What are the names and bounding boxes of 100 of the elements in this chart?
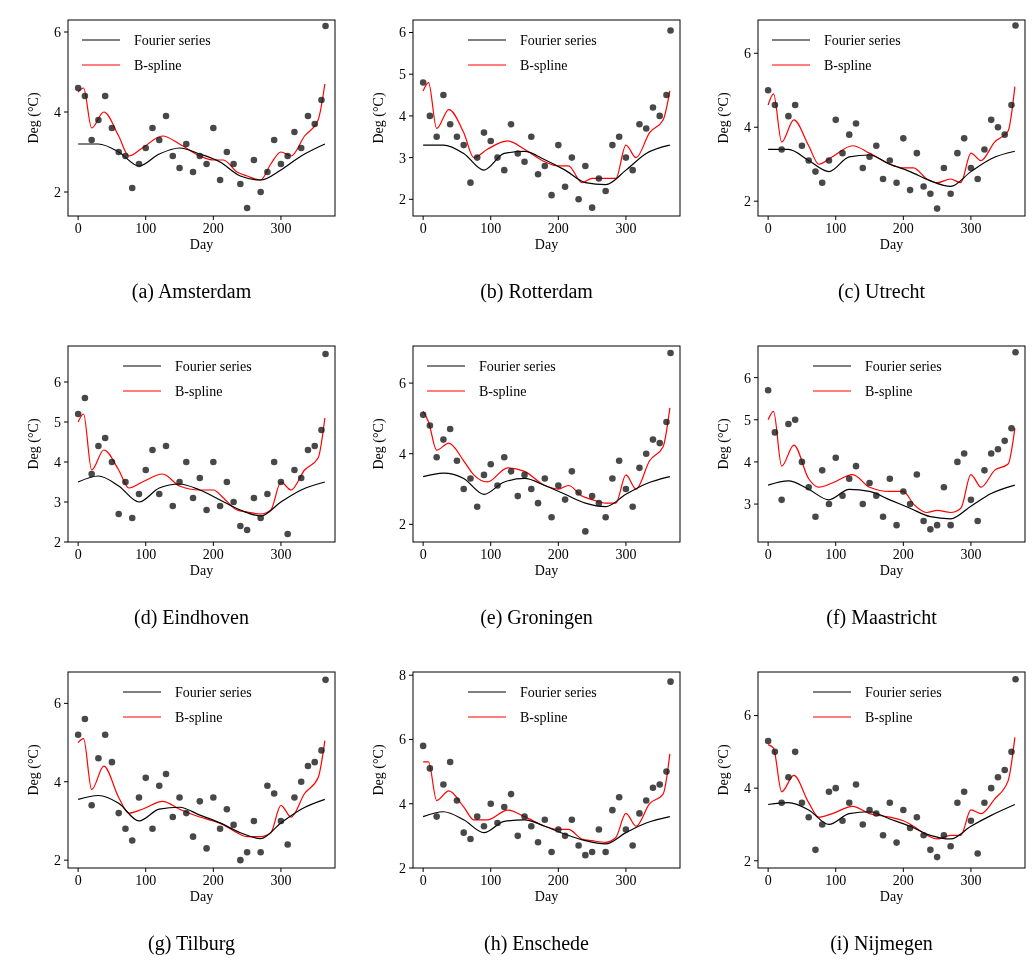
point [879, 513, 887, 520]
point [250, 817, 258, 825]
point [866, 153, 873, 161]
x-tick-label: 300 [615, 873, 637, 888]
legend-label: Fourier series [175, 358, 252, 374]
x-tick-label: 0 [419, 873, 427, 888]
point [839, 492, 846, 499]
point [534, 499, 542, 507]
point [927, 526, 934, 533]
x-tick-label: 0 [764, 873, 772, 888]
point [230, 821, 237, 829]
text: (a) Amsterdam [131, 280, 252, 303]
point [609, 806, 616, 814]
point [95, 754, 102, 762]
point [852, 120, 860, 127]
point [954, 799, 961, 806]
point [960, 450, 968, 457]
legend-label: B-spline [479, 383, 527, 399]
point [311, 442, 319, 450]
line-series [422, 753, 671, 843]
point [210, 124, 217, 132]
point [257, 188, 264, 196]
point [149, 825, 156, 833]
point [987, 116, 995, 124]
x-axis-title: Day [879, 237, 904, 252]
point [473, 503, 481, 510]
point [210, 794, 217, 801]
point [500, 166, 508, 174]
legend-label: B-spline [134, 57, 182, 73]
point [128, 514, 136, 522]
point [778, 799, 785, 806]
point [169, 502, 177, 510]
point [933, 205, 941, 212]
y-axis-title: Deg (°C) [371, 418, 387, 470]
x-axis-title: Day [534, 563, 559, 578]
point [622, 154, 630, 161]
line-series [77, 794, 326, 840]
legend-label: B-spline [865, 709, 913, 725]
point [534, 171, 542, 178]
point [541, 162, 549, 170]
point [494, 819, 501, 827]
point [223, 148, 231, 156]
point [967, 164, 975, 172]
x-tick-label: 300 [960, 221, 982, 236]
point [818, 467, 826, 474]
point [555, 141, 562, 149]
line-series [422, 472, 671, 508]
point [981, 146, 988, 153]
point [210, 458, 217, 466]
point [304, 762, 312, 770]
point [270, 136, 278, 144]
point [183, 140, 190, 148]
point [764, 386, 772, 394]
point [805, 813, 812, 821]
point [216, 502, 224, 510]
point [135, 794, 143, 801]
point [95, 116, 102, 124]
point [622, 826, 630, 833]
y-tick-label: 4 [54, 104, 61, 120]
point [595, 175, 603, 182]
legend-label: Fourier series [865, 358, 942, 374]
point [656, 781, 664, 788]
point [548, 191, 555, 199]
legend-label: Fourier series [134, 32, 211, 48]
point [764, 737, 772, 745]
point [974, 517, 981, 525]
point [825, 157, 833, 164]
point [284, 152, 291, 160]
point [940, 483, 948, 491]
point [460, 829, 467, 836]
point [954, 149, 961, 157]
x-tick-label: 100 [825, 873, 847, 888]
x-tick-label: 100 [135, 221, 157, 236]
point [507, 468, 515, 475]
x-tick-label: 200 [547, 547, 569, 562]
point [940, 164, 948, 172]
point [967, 496, 975, 504]
point [122, 478, 129, 486]
point [771, 429, 779, 436]
point [845, 799, 853, 806]
point [257, 514, 264, 522]
y-tick-label: 5 [54, 414, 61, 430]
point [649, 104, 657, 111]
point [609, 141, 616, 149]
legend-label: B-spline [520, 57, 568, 73]
point [122, 825, 129, 833]
x-tick-label: 300 [270, 547, 292, 562]
point [514, 150, 522, 157]
point [108, 124, 116, 132]
point [913, 813, 921, 821]
point [805, 157, 812, 164]
point [927, 846, 934, 854]
y-tick-label: 2 [399, 517, 406, 533]
point [318, 96, 325, 104]
point [311, 758, 319, 766]
point [818, 821, 826, 828]
y-axis-title: Deg (°C) [716, 744, 732, 796]
x-tick-label: 200 [547, 873, 569, 888]
point [101, 434, 109, 442]
point [162, 442, 170, 450]
